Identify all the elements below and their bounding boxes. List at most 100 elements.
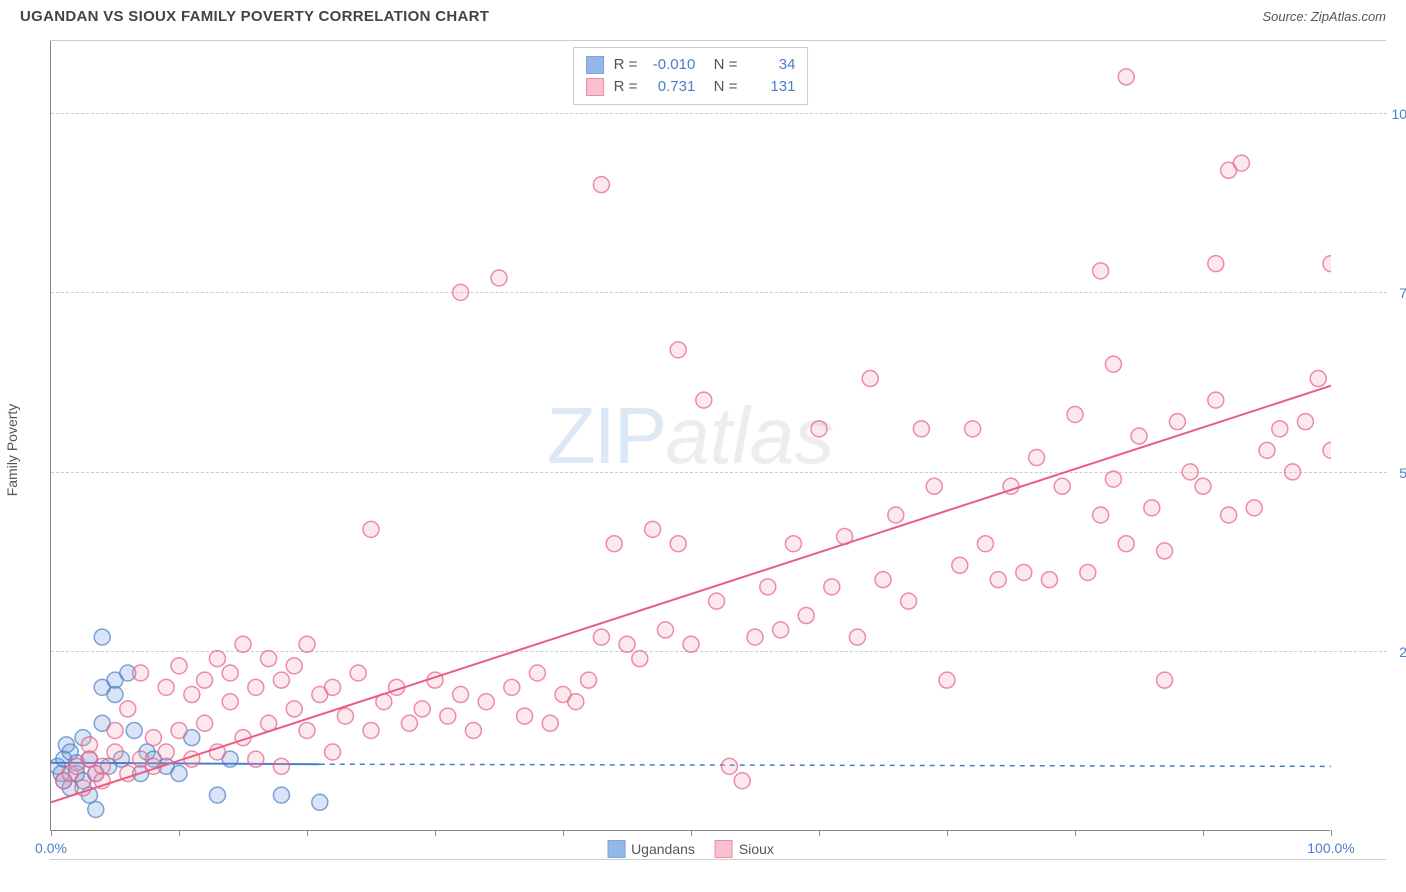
scatter-point <box>209 744 225 760</box>
scatter-point <box>222 751 238 767</box>
scatter-point <box>453 687 469 703</box>
y-tick-label: 75.0% <box>1387 285 1406 301</box>
scatter-point <box>81 751 97 767</box>
n-value-ugandans: 34 <box>747 54 795 76</box>
scatter-point <box>350 665 366 681</box>
scatter-point <box>62 780 78 796</box>
swatch-sioux <box>586 78 604 96</box>
scatter-point <box>133 766 149 782</box>
scatter-point <box>145 751 161 767</box>
scatter-point <box>51 758 65 774</box>
scatter-point <box>1093 263 1109 279</box>
scatter-point <box>299 636 315 652</box>
scatter-point <box>504 679 520 695</box>
scatter-point <box>798 608 814 624</box>
scatter-point <box>107 744 123 760</box>
x-tick <box>179 830 180 836</box>
scatter-point <box>1233 155 1249 171</box>
scatter-point <box>1272 421 1288 437</box>
scatter-point <box>58 737 74 753</box>
scatter-point <box>209 787 225 803</box>
scatter-point <box>107 722 123 738</box>
x-tick-label: 0.0% <box>35 840 67 856</box>
scatter-point <box>56 751 72 767</box>
scatter-point <box>94 773 110 789</box>
scatter-point <box>325 744 341 760</box>
swatch-ugandans-bottom <box>607 840 625 858</box>
scatter-point <box>555 687 571 703</box>
scatter-point <box>478 694 494 710</box>
scatter-point <box>363 521 379 537</box>
scatter-point <box>542 715 558 731</box>
x-tick <box>1075 830 1076 836</box>
scatter-point <box>1157 543 1173 559</box>
scatter-point <box>977 536 993 552</box>
scatter-point <box>888 507 904 523</box>
scatter-point <box>1157 672 1173 688</box>
scatter-point <box>197 715 213 731</box>
scatter-point <box>1118 536 1134 552</box>
scatter-point <box>69 758 85 774</box>
watermark-zip: ZIP <box>547 391 665 480</box>
scatter-point <box>670 342 686 358</box>
n-label: N = <box>705 76 737 98</box>
gridline: 100.0% <box>51 113 1387 114</box>
scatter-point <box>248 679 264 695</box>
y-axis-title: Family Poverty <box>4 404 20 497</box>
scatter-point <box>184 751 200 767</box>
scatter-point <box>1297 414 1313 430</box>
scatter-point <box>721 758 737 774</box>
scatter-point <box>849 629 865 645</box>
scatter-point <box>222 694 238 710</box>
scatter-point <box>593 629 609 645</box>
watermark-atlas: atlas <box>665 391 834 480</box>
scatter-point <box>126 722 142 738</box>
scatter-point <box>75 730 91 746</box>
x-tick-label: 100.0% <box>1307 840 1354 856</box>
scatter-point <box>1259 442 1275 458</box>
n-value-sioux: 131 <box>747 76 795 98</box>
scatter-point <box>811 421 827 437</box>
scatter-point <box>325 679 341 695</box>
scatter-point <box>184 730 200 746</box>
x-tick <box>947 830 948 836</box>
scatter-point <box>158 758 174 774</box>
scatter-point <box>120 701 136 717</box>
legend-row-sioux: R = 0.731 N = 131 <box>586 76 796 98</box>
scatter-point <box>286 658 302 674</box>
scatter-point <box>171 658 187 674</box>
scatter-point <box>1323 442 1331 458</box>
scatter-point <box>120 665 136 681</box>
r-value-sioux: 0.731 <box>647 76 695 98</box>
scatter-point <box>1118 69 1134 85</box>
legend-item-sioux: Sioux <box>715 840 774 858</box>
regression-line <box>51 763 320 764</box>
scatter-point <box>1003 478 1019 494</box>
scatter-point <box>94 679 110 695</box>
scatter-point <box>299 722 315 738</box>
x-tick <box>51 830 52 836</box>
scatter-point <box>248 751 264 767</box>
gridline: 50.0% <box>51 472 1387 473</box>
y-tick-label: 25.0% <box>1387 644 1406 660</box>
source-label: Source: ZipAtlas.com <box>1262 9 1386 24</box>
scatter-point <box>261 651 277 667</box>
scatter-point <box>875 572 891 588</box>
plot-area: ZIPatlas 25.0%50.0%75.0%100.0% 0.0%100.0… <box>50 41 1330 831</box>
scatter-point <box>235 636 251 652</box>
scatter-point <box>401 715 417 731</box>
scatter-point <box>1105 471 1121 487</box>
scatter-point <box>171 766 187 782</box>
bottom-legend: Ugandans Sioux <box>607 840 774 858</box>
scatter-point <box>913 421 929 437</box>
y-tick-label: 100.0% <box>1387 106 1406 122</box>
legend-row-ugandans: R = -0.010 N = 34 <box>586 54 796 76</box>
scatter-point <box>88 766 104 782</box>
scatter-point <box>286 701 302 717</box>
scatter-point <box>389 679 405 695</box>
scatter-point <box>939 672 955 688</box>
legend-label-sioux: Sioux <box>739 841 774 857</box>
legend-stats: R = -0.010 N = 34 R = 0.731 N = 131 <box>573 47 809 105</box>
scatter-point <box>1310 371 1326 387</box>
scatter-point <box>670 536 686 552</box>
